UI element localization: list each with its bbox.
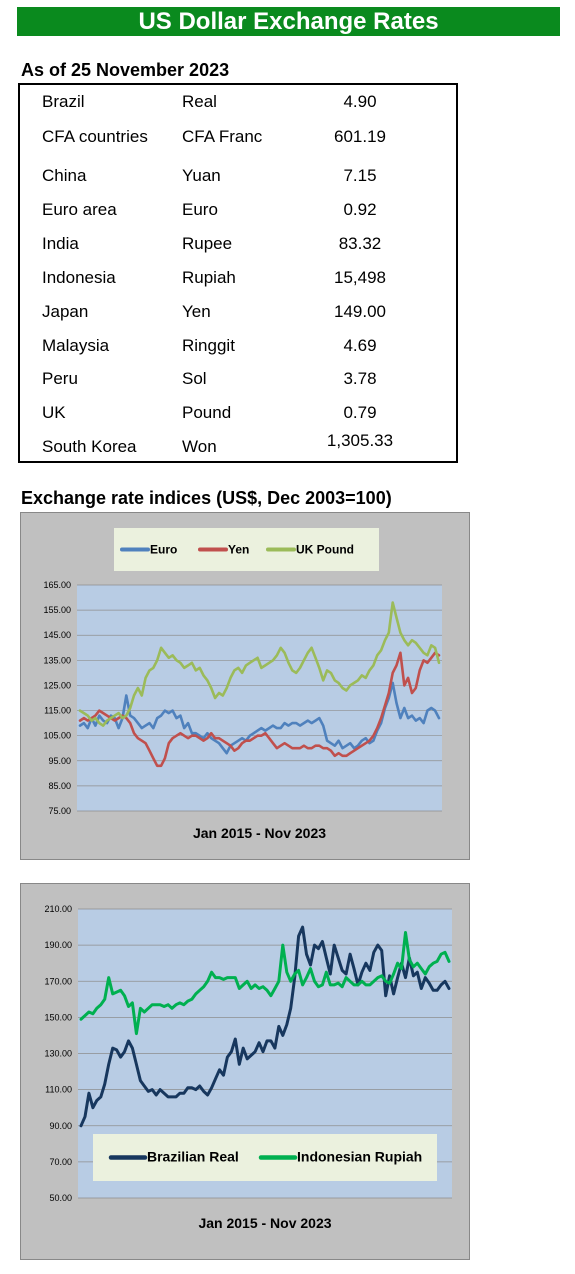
country-cell: Japan: [42, 302, 89, 321]
table-row: Brazil Real 4.90: [20, 87, 456, 117]
currency-cell: Pound: [182, 403, 232, 422]
rate-cell: 4.90: [343, 92, 377, 111]
x-axis-label: Jan 2015 - Nov 2023: [193, 825, 326, 841]
x-axis-label: Jan 2015 - Nov 2023: [198, 1215, 331, 1231]
table-row: India Rupee 83.32: [20, 229, 456, 259]
legend-box: [114, 528, 379, 571]
legend-label: Yen: [228, 543, 249, 557]
currency-cell: Rupiah: [182, 268, 236, 287]
series-line-indonesian-rupiah: [79, 931, 451, 1036]
exchange-rates-table: Brazil Real 4.90 CFA countries CFA Franc 601.…: [18, 83, 458, 463]
series-line-brazilian-real: [79, 925, 451, 1128]
chart-legend: Brazilian Real Indonesian Rupiah: [93, 1134, 437, 1181]
country-cell: Brazil: [42, 92, 85, 111]
rate-cell: 149.00: [334, 302, 386, 321]
currency-cell: Euro: [182, 200, 218, 219]
legend-label: Brazilian Real: [147, 1149, 239, 1165]
y-tick-label: 130.00: [44, 1049, 72, 1059]
series-line-euro: [78, 681, 441, 755]
y-tick-label: 85.00: [48, 781, 71, 791]
rate-cell: 601.19: [334, 127, 386, 146]
plot-area: [77, 585, 442, 811]
table-row: South Korea Won 1,305.33: [20, 431, 456, 462]
rate-cell: 0.79: [343, 403, 377, 422]
currency-cell: Real: [182, 92, 217, 111]
legend-label: Euro: [150, 543, 177, 557]
y-tick-label: 110.00: [45, 1085, 72, 1095]
table-row: Euro area Euro 0.92: [20, 195, 456, 225]
indices-section-title: Exchange rate indices (US$, Dec 2003=100…: [21, 488, 392, 508]
y-tick-label: 155.00: [43, 605, 71, 615]
rate-cell: 4.69: [343, 336, 377, 355]
y-tick-label: 170.00: [44, 976, 72, 986]
y-tick-label: 145.00: [43, 630, 71, 640]
currency-cell: Sol: [182, 369, 207, 388]
country-cell: India: [42, 234, 79, 253]
rate-cell: 15,498: [334, 268, 386, 287]
table-row: Peru Sol 3.78: [20, 364, 456, 394]
country-cell: Malaysia: [42, 336, 110, 355]
y-tick-label: 190.00: [44, 940, 72, 950]
country-cell: CFA countries: [42, 127, 148, 146]
series-line-uk-pound: [78, 601, 441, 727]
series-line-yen: [78, 651, 441, 768]
chart-panel-emerging-currencies: 210.00 190.00 170.00 150.00 130.00 110.00 90.0…: [20, 883, 470, 1260]
rate-cell: 0.92: [343, 200, 377, 219]
currency-cell: Ringgit: [182, 336, 235, 355]
country-cell: Indonesia: [42, 268, 116, 287]
legend-label: UK Pound: [296, 543, 354, 557]
table-row: Japan Yen 149.00: [20, 297, 456, 327]
y-tick-label: 95.00: [48, 756, 71, 766]
country-cell: Peru: [42, 369, 78, 388]
table-row: China Yuan 7.15: [20, 161, 456, 191]
y-tick-label: 70.00: [49, 1157, 72, 1167]
rate-cell: 1,305.33: [326, 431, 394, 450]
currency-cell: Won: [182, 437, 217, 456]
chart-panel-major-currencies: 165.00 155.00 145.00 135.00 125.00 115.00 105.…: [20, 512, 470, 860]
y-tick-label: 105.00: [43, 731, 71, 741]
country-cell: Euro area: [42, 200, 117, 219]
page-title-banner: US Dollar Exchange Rates: [17, 7, 560, 36]
y-tick-label: 50.00: [49, 1193, 72, 1203]
chart-legend: Euro Yen UK Pound: [114, 528, 379, 571]
chart-emerging-currencies: 210.00 190.00 170.00 150.00 130.00 110.00 90.0…: [44, 904, 452, 1231]
chart-major-currencies: 165.00 155.00 145.00 135.00 125.00 115.00 105.…: [43, 528, 442, 841]
currency-cell: Yuan: [182, 166, 221, 185]
legend-label: Indonesian Rupiah: [297, 1149, 422, 1165]
y-tick-label: 210.00: [44, 904, 72, 914]
y-tick-label: 150.00: [44, 1012, 72, 1022]
currency-cell: Yen: [182, 302, 211, 321]
table-row: Malaysia Ringgit 4.69: [20, 331, 456, 361]
currency-cell: Rupee: [182, 234, 233, 253]
country-cell: UK: [42, 403, 66, 422]
y-tick-label: 75.00: [48, 806, 71, 816]
table-row: CFA countries CFA Franc 601.19: [20, 122, 456, 152]
page-title: US Dollar Exchange Rates: [138, 8, 439, 35]
currency-cell: CFA Franc: [182, 127, 263, 146]
table-row: UK Pound 0.79: [20, 398, 456, 428]
y-tick-label: 90.00: [49, 1121, 72, 1131]
y-tick-label: 115.00: [44, 706, 71, 716]
rate-cell: 3.78: [343, 369, 377, 388]
y-tick-label: 165.00: [43, 580, 71, 590]
y-tick-label: 135.00: [43, 655, 71, 665]
y-tick-label: 125.00: [43, 680, 71, 690]
rate-cell: 83.32: [338, 234, 382, 253]
table-row: Indonesia Rupiah 15,498: [20, 263, 456, 293]
country-cell: China: [42, 166, 87, 185]
as-of-date: As of 25 November 2023: [21, 60, 230, 80]
country-cell: South Korea: [42, 437, 137, 456]
rate-cell: 7.15: [343, 166, 377, 185]
